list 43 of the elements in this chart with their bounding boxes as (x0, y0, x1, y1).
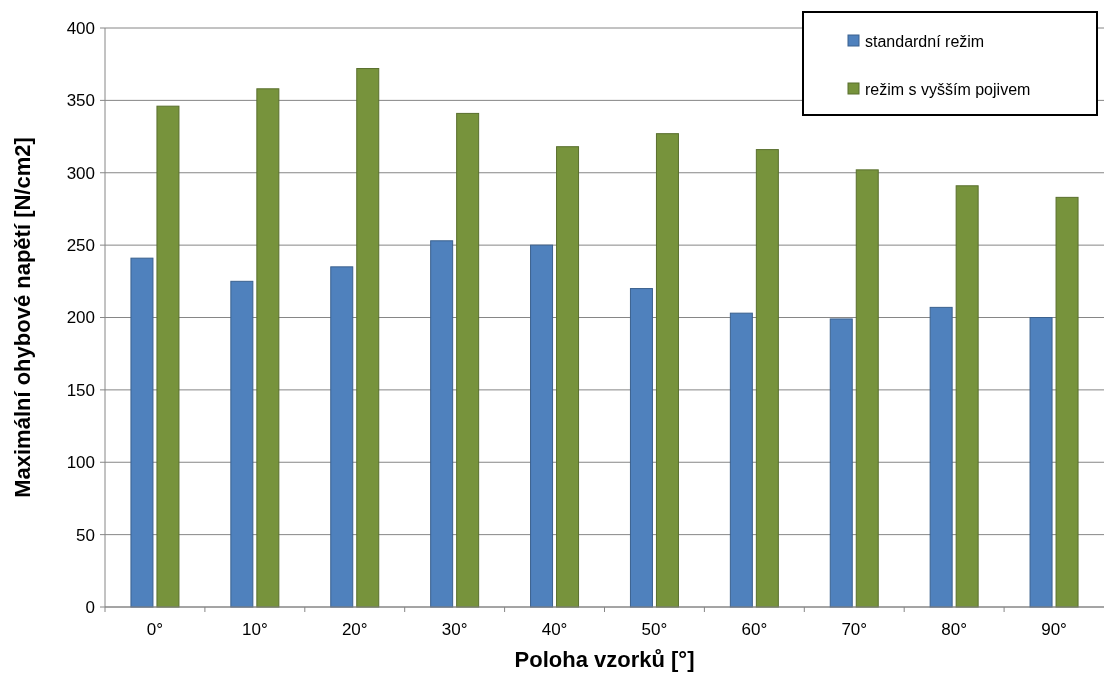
legend-label: standardní režim (865, 32, 985, 50)
x-tick-label: 70° (841, 620, 868, 639)
bar (330, 266, 354, 608)
x-tick-label: 50° (641, 620, 668, 639)
bar (430, 240, 454, 608)
x-tick-label: 20° (341, 620, 368, 639)
bar (1055, 196, 1079, 608)
x-tick-label: 10° (241, 620, 268, 639)
y-tick-label: 100 (66, 453, 95, 473)
x-tick-label: 0° (146, 620, 164, 639)
bar (456, 112, 480, 608)
bar (256, 88, 280, 608)
bar (655, 133, 679, 608)
legend-label: režim s vyšším pojivem (865, 80, 1031, 98)
bar (755, 149, 779, 608)
bar (230, 280, 254, 608)
y-axis-title: Maximální ohybové napětí [N/cm2] (10, 137, 35, 498)
y-tick-label: 50 (76, 525, 95, 545)
y-tick-label: 0 (85, 597, 95, 617)
bar (356, 68, 380, 608)
y-tick-label: 300 (66, 163, 95, 183)
bar (130, 257, 154, 608)
bar (829, 318, 853, 608)
x-axis-title: Poloha vzorků [°] (514, 647, 695, 672)
y-tick-label: 400 (66, 18, 95, 38)
y-tick-label: 150 (66, 380, 95, 400)
x-tick-label: 90° (1041, 620, 1067, 639)
bar (1029, 317, 1053, 608)
x-tick-label: 40° (541, 620, 568, 639)
bar (530, 244, 554, 608)
bar (855, 169, 879, 608)
bar (955, 185, 979, 608)
y-tick-label: 250 (66, 236, 95, 256)
bar (929, 306, 953, 608)
x-tick-label: 80° (941, 620, 968, 639)
bar (156, 105, 180, 608)
bar (629, 288, 653, 608)
y-tick-label: 350 (66, 91, 95, 111)
bar (729, 312, 753, 608)
y-tick-label: 200 (66, 308, 95, 328)
x-tick-label: 60° (741, 620, 768, 639)
x-tick-label: 30° (441, 620, 468, 639)
bar (556, 146, 580, 608)
